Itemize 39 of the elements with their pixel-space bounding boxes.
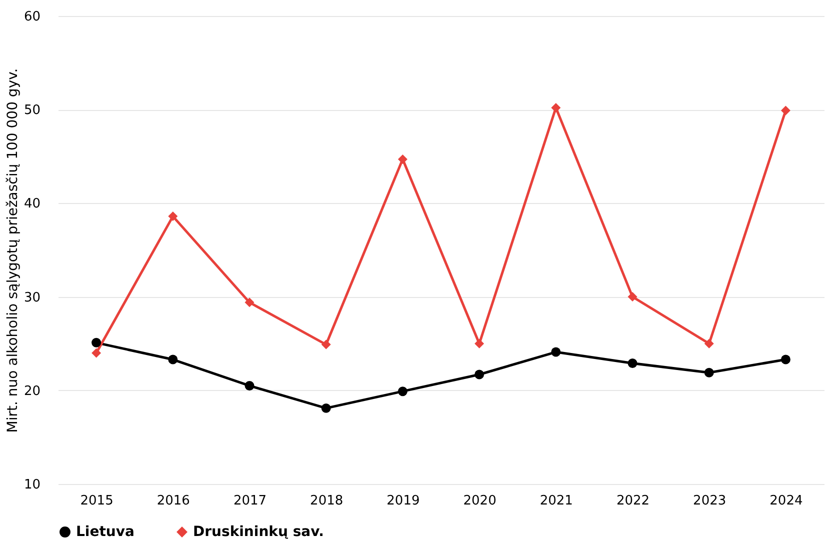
x-tick-label: 2024 — [770, 494, 803, 508]
point — [321, 340, 331, 350]
point — [780, 106, 790, 116]
point — [551, 102, 561, 112]
point — [474, 338, 484, 348]
y-tick-label: 50 — [24, 103, 40, 118]
x-tick-label: 2021 — [540, 494, 573, 508]
x-tick-label: 2016 — [156, 494, 190, 508]
point — [321, 403, 331, 413]
legend-label: Lietuva — [76, 524, 134, 540]
y-axis-title: Mirt. nuo alkoholio sąlygotų priežasčių 100 000 gyv. — [4, 68, 21, 433]
point — [780, 354, 790, 364]
point — [474, 370, 484, 380]
point — [398, 154, 408, 164]
point — [704, 368, 714, 378]
x-tick-label: 2020 — [463, 494, 496, 508]
point — [168, 212, 178, 222]
point — [551, 347, 561, 357]
legend-label: Druskininkų sav. — [193, 524, 324, 540]
x-tick-label: 2018 — [310, 494, 344, 508]
x-tick-label: 2023 — [693, 494, 726, 508]
point — [628, 292, 638, 302]
point — [92, 348, 102, 358]
x-tick-label: 2015 — [80, 494, 114, 508]
point — [628, 358, 638, 368]
y-tick-label: 30 — [24, 290, 40, 306]
point — [704, 338, 714, 348]
y-tick-label: 10 — [24, 478, 40, 492]
point — [244, 298, 254, 308]
x-tick-label: 2022 — [616, 494, 650, 508]
y-tick-label: 60 — [24, 10, 40, 24]
x-tick-label: 2017 — [233, 494, 267, 508]
y-tick-label: 20 — [24, 384, 40, 399]
y-tick-label: 40 — [24, 196, 40, 212]
point — [398, 386, 408, 396]
point — [244, 380, 254, 390]
x-tick-label: 2019 — [386, 494, 420, 508]
point — [168, 354, 178, 364]
point — [92, 338, 102, 348]
